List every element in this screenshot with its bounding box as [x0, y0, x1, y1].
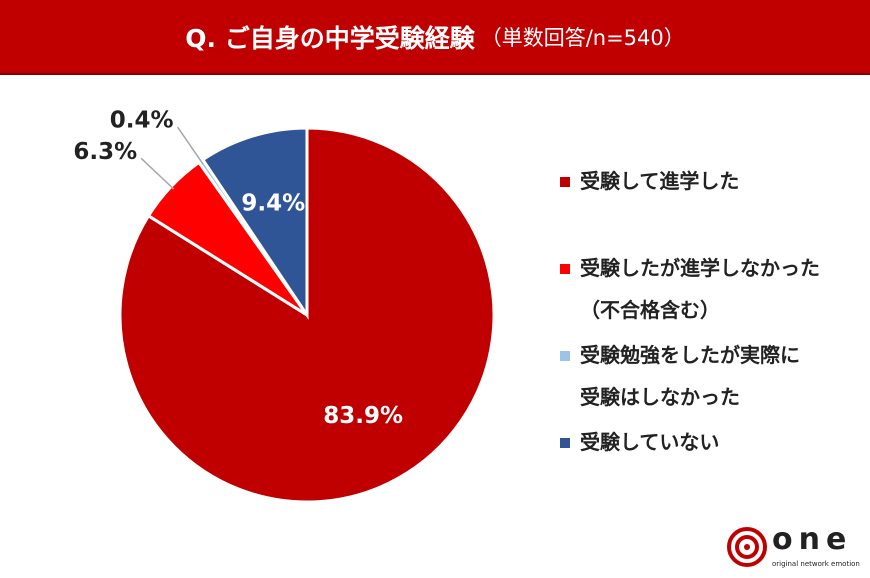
legend-label: 受験していない	[580, 430, 720, 454]
legend-marker	[560, 351, 570, 361]
logo-icon	[727, 527, 767, 567]
data-label: 83.9%	[323, 403, 403, 429]
chart-subtitle: （単数回答/n=540）	[480, 25, 685, 50]
legend-label: 受験勉強をしたが実際に 受験はしなかった	[580, 343, 800, 409]
legend-item: 受験勉強をしたが実際に 受験はしなかった	[560, 334, 860, 421]
pie-chart: 83.9% 6.3% 0.4% 9.4%	[73, 108, 496, 504]
data-label: 0.4%	[110, 108, 174, 134]
legend-item: 受験していない	[560, 421, 860, 508]
logo-name: one	[772, 522, 853, 557]
data-label: 6.3%	[73, 139, 137, 165]
title-bar: Q. ご自身の中学受験経験 （単数回答/n=540）	[0, 0, 870, 75]
logo: one original network emotion	[726, 522, 860, 572]
chart-title: Q. ご自身の中学受験経験	[185, 23, 475, 53]
legend-item: 受験したが進学しなかった （不合格含む）	[560, 247, 860, 334]
legend-item: 受験して進学した	[560, 160, 860, 247]
logo-tagline: original network emotion	[772, 560, 860, 568]
legend-label: 受験したが進学しなかった （不合格含む）	[580, 256, 820, 322]
legend-marker	[560, 177, 570, 187]
legend: 受験して進学した受験したが進学しなかった （不合格含む） 受験勉強をしたが実際に …	[560, 160, 860, 508]
leader-line	[176, 126, 204, 165]
legend-marker	[560, 438, 570, 448]
legend-label: 受験して進学した	[580, 169, 740, 193]
pie-slice	[200, 126, 309, 320]
data-label: 9.4%	[241, 191, 305, 217]
leader-line	[140, 157, 175, 190]
legend-marker	[560, 264, 570, 274]
